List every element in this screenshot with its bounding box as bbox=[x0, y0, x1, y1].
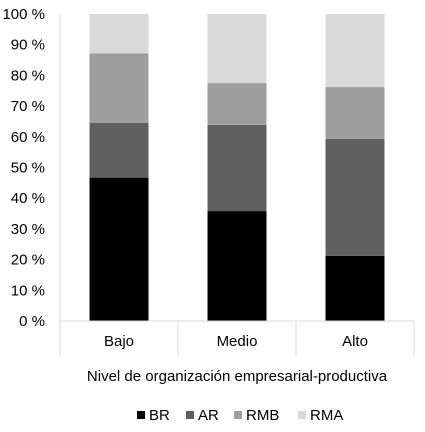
x-tick-label: Alto bbox=[342, 333, 368, 350]
legend-label-rmb: RMB bbox=[246, 407, 279, 424]
legend-swatch-br bbox=[137, 411, 145, 419]
legend-swatch-rma bbox=[298, 411, 306, 419]
bar-segment-ar-bajo bbox=[89, 122, 149, 178]
bar-segment-rma-bajo bbox=[89, 14, 149, 54]
y-tick-label: 100 % bbox=[2, 6, 45, 23]
x-axis-title: Nivel de organización empresarial-produc… bbox=[87, 368, 388, 385]
legend-label-br: BR bbox=[149, 407, 170, 424]
y-tick-label: 20 % bbox=[11, 252, 45, 269]
bar-segment-rmb-bajo bbox=[89, 53, 149, 123]
axes-layer: 0 % 10 % 20 % 30 % 40 % 50 % 60 % 70 % 80 % 90 % 1… bbox=[2, 6, 415, 356]
bar-segment-rma-medio bbox=[207, 14, 267, 84]
y-tick-label: 70 % bbox=[11, 98, 45, 115]
bar-segment-rmb-medio bbox=[207, 83, 267, 125]
bars-layer bbox=[89, 14, 385, 321]
bar-segment-rma-alto bbox=[325, 14, 385, 88]
y-tick-label: 50 % bbox=[11, 160, 45, 177]
legend-label-ar: AR bbox=[198, 407, 219, 424]
y-tick-label: 60 % bbox=[11, 129, 45, 146]
y-tick-label: 90 % bbox=[11, 37, 45, 54]
bar-segment-br-medio bbox=[207, 211, 267, 321]
y-tick-label: 10 % bbox=[11, 282, 45, 299]
legend-swatch-rmb bbox=[234, 411, 242, 419]
bar-segment-ar-alto bbox=[325, 138, 385, 256]
bar-segment-ar-medio bbox=[207, 124, 267, 212]
y-tick-label: 40 % bbox=[11, 190, 45, 207]
bar-segment-br-bajo bbox=[89, 177, 149, 321]
legend-label-rma: RMA bbox=[310, 407, 343, 424]
y-tick-label: 30 % bbox=[11, 221, 45, 238]
bar-segment-rmb-alto bbox=[325, 87, 385, 139]
x-tick-label: Medio bbox=[217, 333, 258, 350]
y-tick-label: 80 % bbox=[11, 67, 45, 84]
x-tick-label: Bajo bbox=[104, 333, 134, 350]
legend-swatch-ar bbox=[186, 411, 194, 419]
y-tick-label: 0 % bbox=[19, 313, 45, 330]
bar-segment-br-alto bbox=[325, 255, 385, 321]
legend: BR AR RMB RMA bbox=[137, 407, 343, 424]
